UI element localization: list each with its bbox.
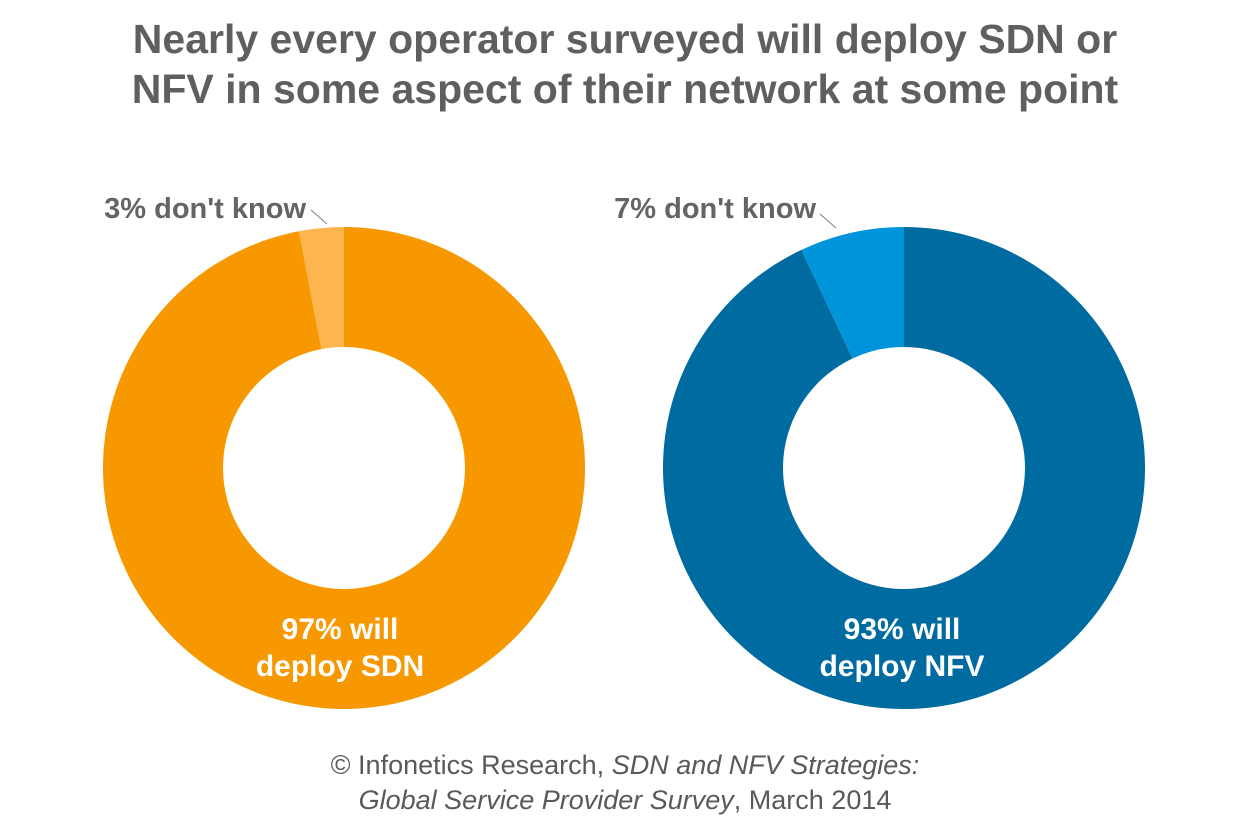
slice-sdn-dont-know — [298, 227, 344, 350]
source-prefix: © Infonetics Research, — [330, 750, 612, 780]
slice-sdn-will-deploy — [102, 227, 585, 709]
label-nfv-deploy-1: 93% will — [844, 613, 961, 646]
chart-title: Nearly every operator surveyed will depl… — [0, 14, 1250, 114]
donut-sdn: 3% don't know 97% will deploy SDN — [102, 193, 585, 709]
label-sdn-dont-know: 3% don't know — [104, 193, 306, 225]
label-sdn-deploy-1: 97% will — [282, 613, 399, 646]
label-nfv-deploy-2: deploy NFV — [819, 650, 984, 683]
slice-nfv-will-deploy — [663, 227, 1145, 709]
label-sdn-deploy-2: deploy SDN — [256, 650, 424, 683]
slice-nfv-dont-know — [801, 227, 904, 359]
leader-line-sdn — [310, 209, 328, 225]
donut-nfv: 7% don't know 93% will deploy NFV — [614, 193, 1145, 709]
source-report-2: Global Service Provider Survey — [358, 785, 734, 815]
source-note: © Infonetics Research, SDN and NFV Strat… — [0, 748, 1250, 818]
leader-line-nfv — [819, 213, 837, 229]
label-nfv-dont-know: 7% don't know — [614, 193, 816, 225]
title-line-2: NFV in some aspect of their network at s… — [131, 66, 1119, 112]
source-report-1: SDN and NFV Strategies: — [611, 750, 920, 780]
source-suffix: , March 2014 — [733, 785, 892, 815]
title-line-1: Nearly every operator surveyed will depl… — [132, 16, 1118, 62]
